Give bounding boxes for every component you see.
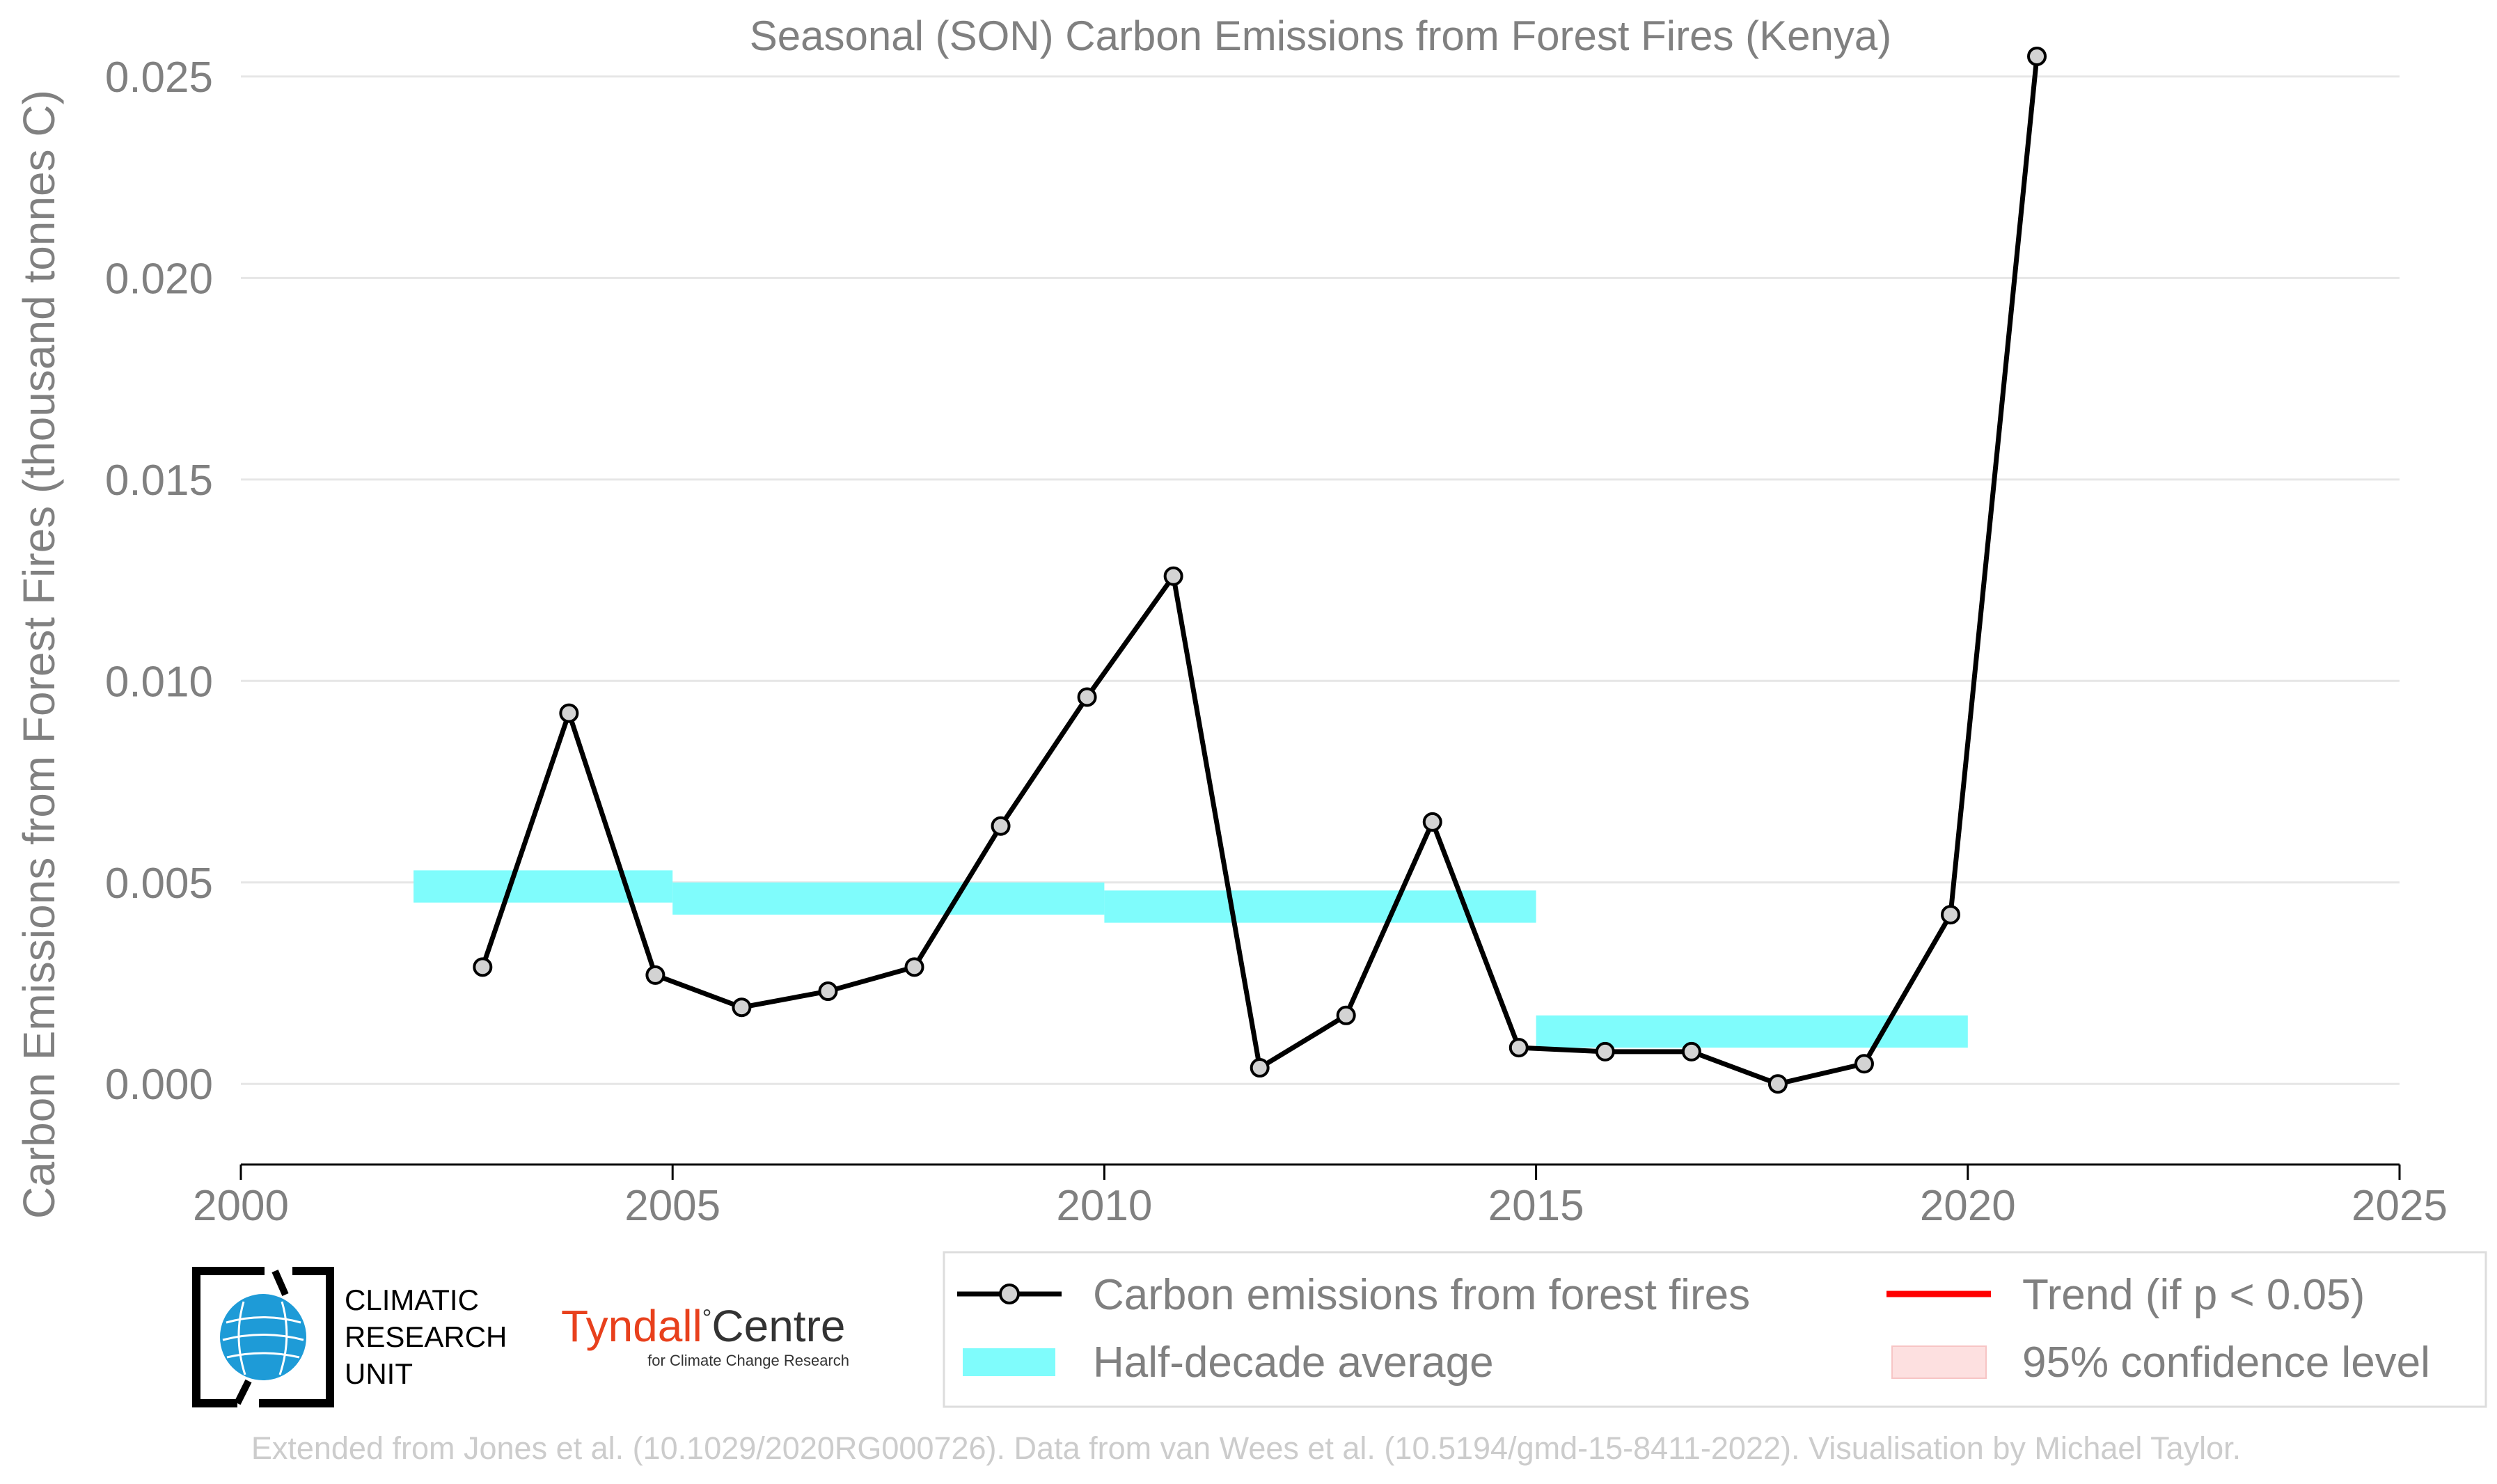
x-tick-label: 2000 [193,1182,289,1230]
data-point [645,965,665,985]
legend-half-decade-swatch [963,1348,1055,1376]
x-ticks: 2000 2005 2010 2015 2020 2025 [193,1165,2448,1230]
half-decade-average-bands [413,870,1968,1048]
y-tick-label: 0.000 [105,1061,213,1109]
tyndall-name: Tyndall°Centre [561,1301,845,1351]
data-points [473,46,2047,1094]
y-tick-labels: 0.000 0.005 0.010 0.015 0.020 0.025 [105,54,213,1109]
legend: Carbon emissions from forest fires Trend… [943,1251,2487,1408]
half-decade-band [1536,1015,1968,1048]
data-point [1509,1038,1529,1058]
data-point [1681,1041,1701,1061]
data-point [1767,1074,1788,1094]
data-point [1595,1041,1615,1061]
chart-title: Seasonal (SON) Carbon Emissions from For… [750,13,1892,59]
cru-line1: CLIMATIC [345,1284,479,1316]
legend-label-series: Carbon emissions from forest fires [1093,1271,1750,1319]
cru-line3: UNIT [345,1357,413,1390]
x-tick-label: 2010 [1056,1182,1152,1230]
legend-label-trend: Trend (if p < 0.05) [2022,1271,2365,1319]
y-tick-label: 0.025 [105,54,213,102]
x-tick-label: 2005 [624,1182,720,1230]
y-tick-label: 0.015 [105,457,213,505]
y-axis-label: Carbon Emissions from Forest Fires (thou… [14,90,64,1219]
series-line [480,56,2040,1087]
data-point [1940,905,1960,925]
legend-label-half-decade: Half-decade average [1093,1339,1494,1387]
cru-bracket-right [259,1267,334,1407]
data-point [1077,687,1097,707]
tyndall-logo: Tyndall°Centre for Climate Change Resear… [561,1301,849,1369]
cru-slash-bottom [234,1379,252,1405]
y-tick-label: 0.020 [105,255,213,303]
y-tick-label: 0.005 [105,860,213,908]
data-point [2027,46,2047,66]
data-point [732,997,752,1018]
data-point [1250,1058,1270,1078]
data-point [473,957,493,977]
globe-icon [220,1294,306,1380]
data-point [818,981,838,1002]
data-point [559,703,579,723]
data-point [1336,1005,1356,1025]
cru-logo: CLIMATIC RESEARCH UNIT [192,1267,507,1407]
legend-box [943,1251,2487,1408]
x-tick-label: 2025 [2352,1182,2448,1230]
data-point [1854,1054,1874,1074]
cru-bracket-left [192,1267,265,1407]
data-point [904,957,924,977]
data-point [991,816,1011,836]
cru-slash-top [271,1269,289,1297]
legend-confidence-swatch [1891,1345,1987,1379]
grid-lines [241,75,2400,1085]
x-tick-label: 2020 [1920,1182,2016,1230]
half-decade-band [672,882,1105,915]
tyndall-name-part2: Centre [711,1301,845,1351]
legend-series-marker [999,1284,1020,1304]
legend-label-confidence: 95% confidence level [2022,1339,2430,1387]
cru-line2: RESEARCH [345,1320,507,1353]
half-decade-band [413,870,673,903]
y-tick-label: 0.010 [105,658,213,706]
tyndall-degree: ° [702,1305,712,1332]
data-point [1422,812,1442,832]
tyndall-sub: for Climate Change Research [647,1352,849,1369]
x-tick-label: 2015 [1488,1182,1584,1230]
data-point [1163,566,1183,586]
credit-line: Extended from Jones et al. (10.1029/2020… [251,1430,2241,1466]
tyndall-name-part1: Tyndall [561,1301,702,1351]
